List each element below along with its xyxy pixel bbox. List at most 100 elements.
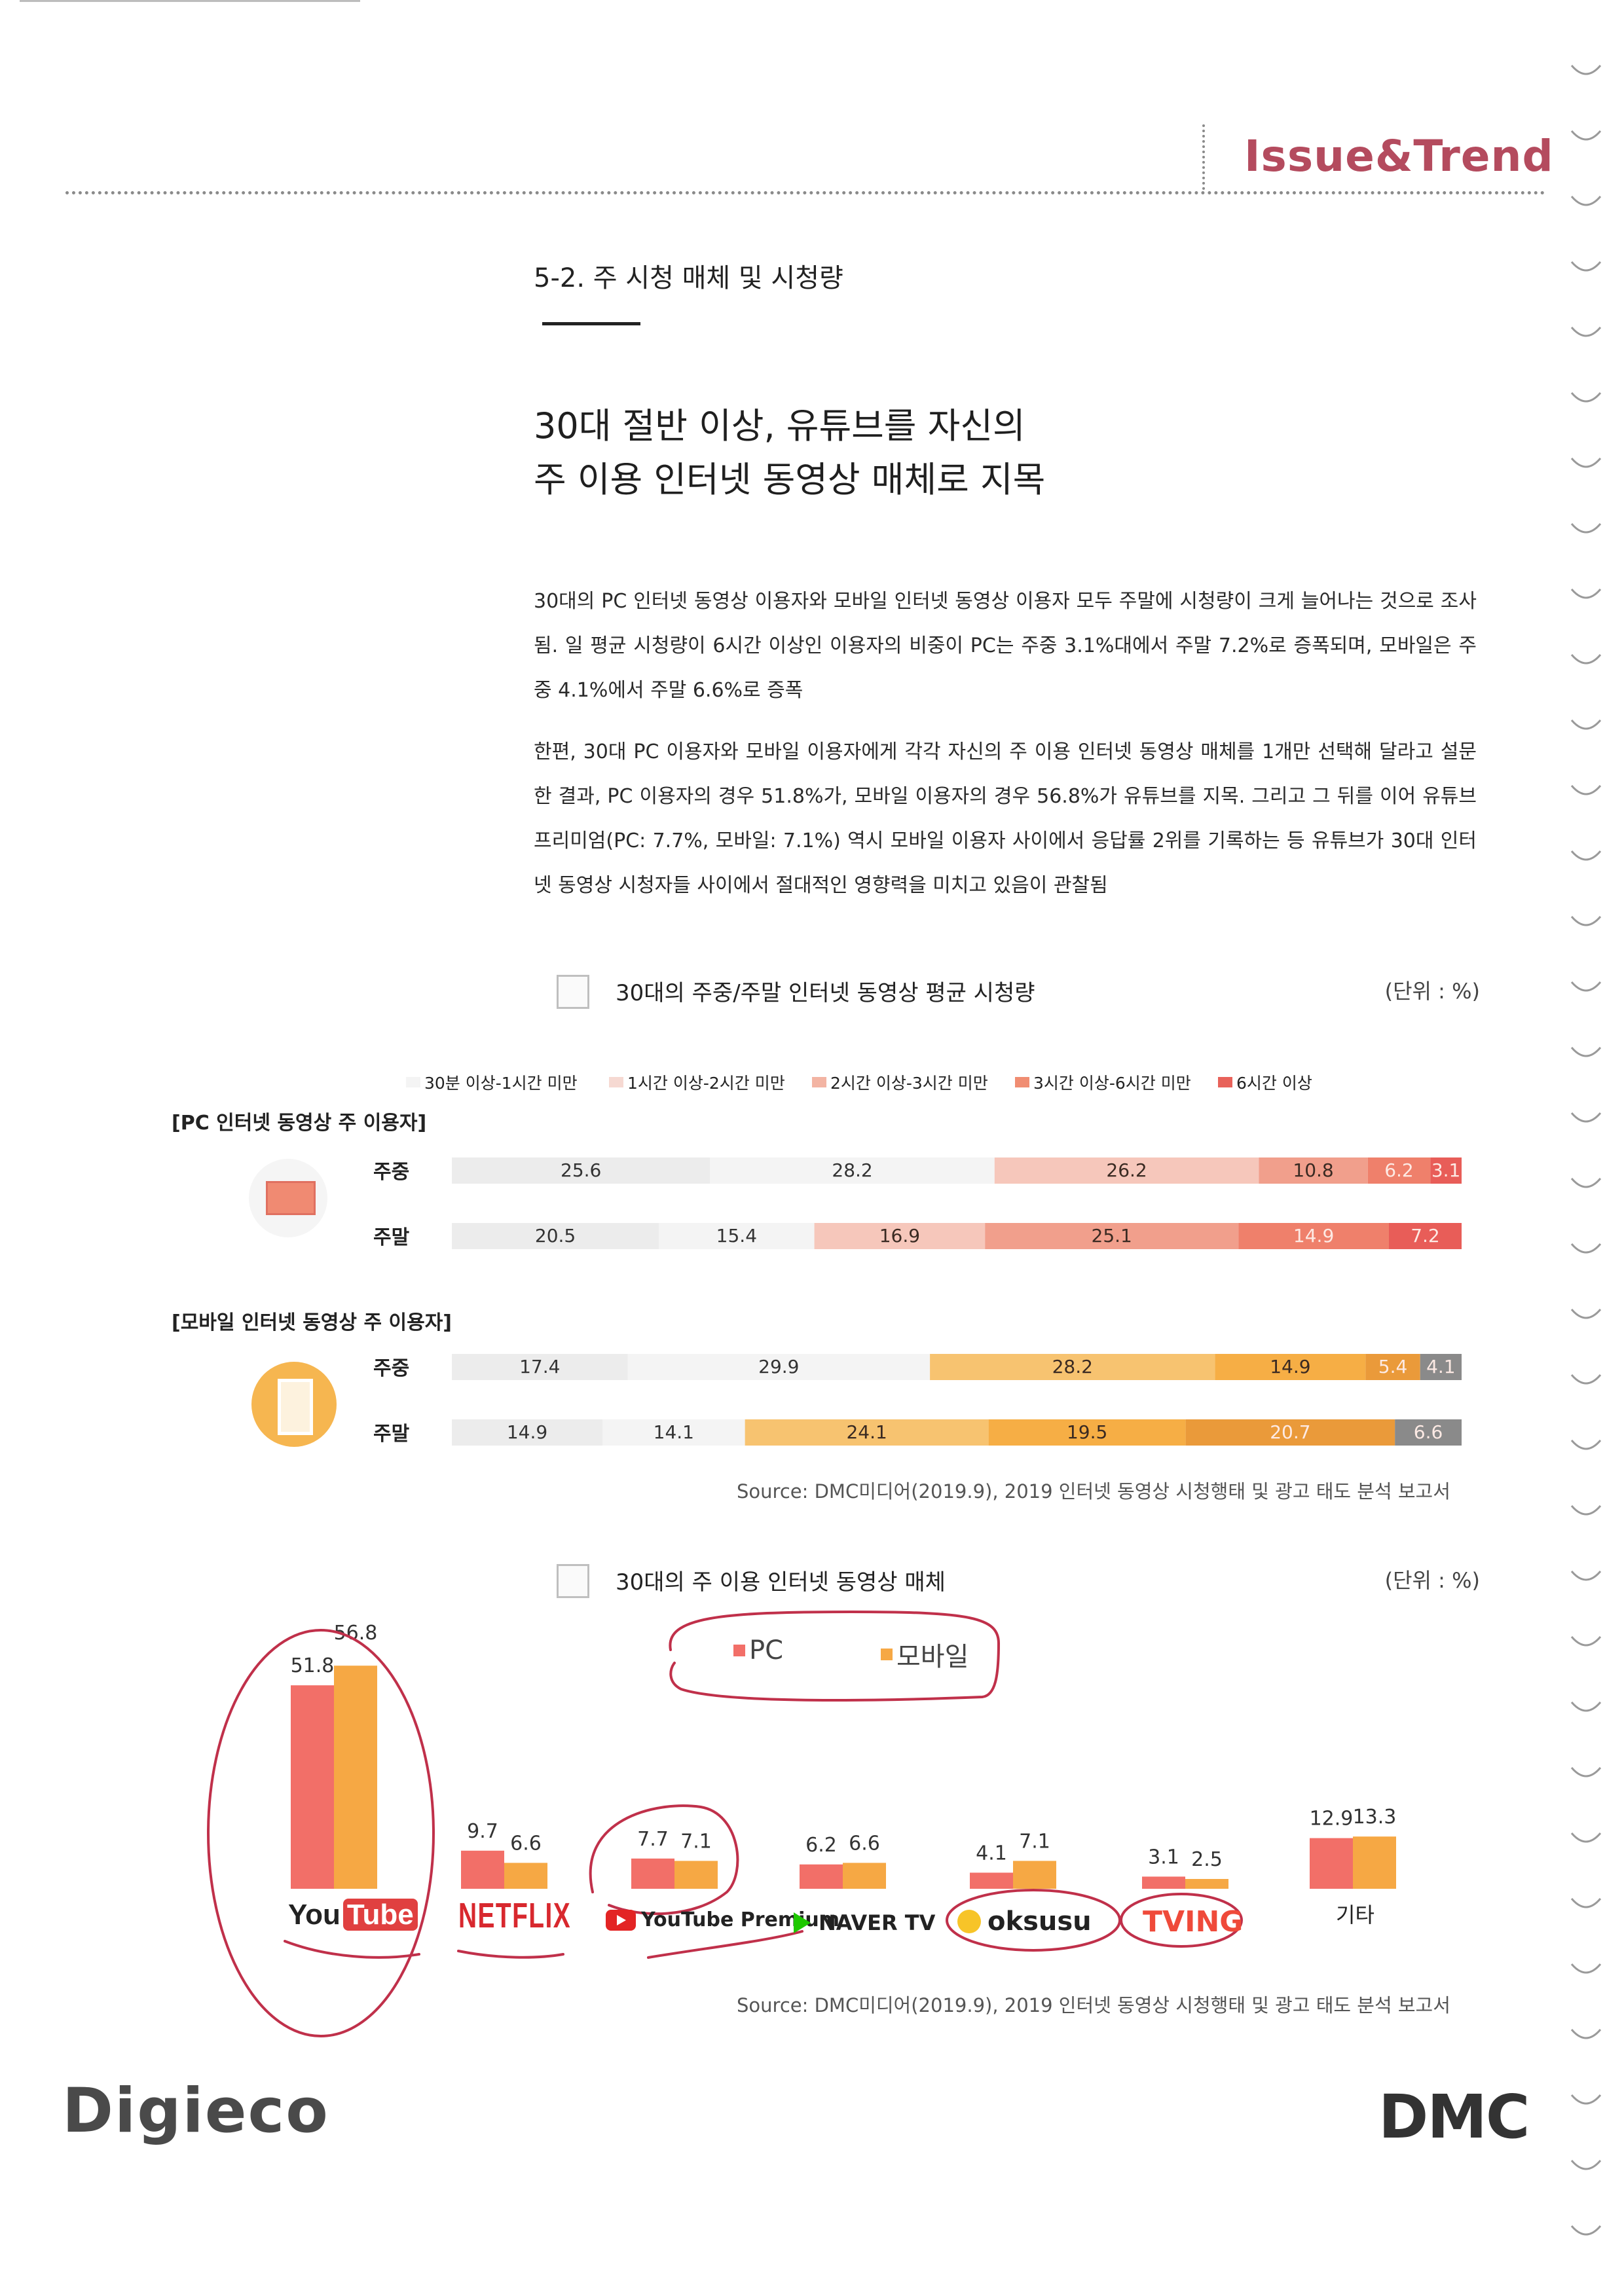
bar-value-label: 28.2 [1052, 1356, 1093, 1377]
chart-1-unit: (단위 : %) [1384, 979, 1480, 1004]
legend-label: 6시간 이상 [1236, 1074, 1312, 1093]
dmc-logo: DMC [1378, 2082, 1530, 2152]
play-icon [606, 1909, 636, 1931]
legend-label: 30분 이상-1시간 미만 [424, 1074, 578, 1093]
legend-item: 3시간 이상-6시간 미만 [1015, 1070, 1191, 1094]
stacked-bar-segment [1388, 1223, 1462, 1249]
legend-swatch [881, 1649, 893, 1660]
bar [334, 1666, 377, 1889]
bar-value-label: 6.2 [805, 1834, 837, 1857]
stacked-bar-segment [1238, 1223, 1389, 1249]
header-dotted-rule [65, 191, 1545, 194]
binding-hole-mark [1570, 589, 1602, 599]
bar-value-label: 28.2 [832, 1159, 872, 1181]
stacked-bar-segment [1259, 1157, 1368, 1184]
chart-icon [557, 975, 589, 1009]
bar [291, 1685, 334, 1889]
stacked-bar-segment [1365, 1354, 1420, 1380]
bar-value-label: 19.5 [1067, 1421, 1107, 1443]
bar-value-label: 3.1 [1431, 1159, 1461, 1181]
stacked-bar-segment [745, 1419, 989, 1446]
binding-hole-mark [1570, 1832, 1602, 1843]
paragraph: 30대의 PC 인터넷 동영상 이용자와 모바일 인터넷 동영상 이용자 모두 … [534, 590, 1477, 702]
etc-label: 기타 [1336, 1903, 1375, 1927]
stacked-bar-segment [452, 1354, 628, 1380]
bar-value-label: 7.2 [1411, 1225, 1440, 1247]
monitor-icon [249, 1159, 327, 1237]
youtube-logo: You Tube [288, 1899, 418, 1931]
digieco-logo: Digieco [62, 2075, 329, 2147]
legend-label: 2시간 이상-3시간 미만 [830, 1074, 988, 1093]
bar-value-label: 4.1 [976, 1842, 1007, 1865]
legend-item: 2시간 이상-3시간 미만 [812, 1070, 988, 1094]
bar-value-label: 9.7 [467, 1820, 498, 1843]
chart-2-legend: PC 모바일 [674, 1617, 1002, 1696]
bar [843, 1863, 886, 1889]
legend-swatch [1218, 1077, 1232, 1087]
legend-label: 3시간 이상-6시간 미만 [1033, 1074, 1191, 1093]
binding-hole-mark [1570, 1112, 1602, 1123]
stacked-bar-segment [994, 1157, 1259, 1184]
youtube-logo-you: You [288, 1899, 341, 1931]
bar [674, 1861, 718, 1889]
bar-value-label: 14.1 [654, 1421, 694, 1443]
group-label-pc: [PC 인터넷 동영상 주 이용자] [172, 1112, 427, 1135]
bar-value-label: 20.5 [535, 1225, 576, 1247]
row-label: 주말 [373, 1226, 410, 1249]
main-title: 30대 절반 이상, 유튜브를 자신의 주 이용 인터넷 동영상 매체로 지목 [534, 399, 1045, 507]
binding-hole-mark [1570, 130, 1602, 141]
main-title-line: 30대 절반 이상, 유튜브를 자신의 [534, 405, 1025, 446]
legend-item: 1시간 이상-2시간 미만 [609, 1070, 785, 1094]
tving-logo: TVING [1143, 1905, 1244, 1939]
bar-value-label: 7.1 [680, 1830, 712, 1853]
bar-value-label: 6.6 [849, 1832, 880, 1855]
bar-value-label: 24.1 [846, 1421, 887, 1443]
binding-hole-mark [1570, 1702, 1602, 1712]
binding-hole-mark [1570, 2225, 1602, 2236]
oksusu-mascot-icon [957, 1910, 981, 1933]
binding-hole-mark [1570, 1243, 1602, 1254]
legend-swatch [609, 1077, 623, 1087]
binding-hole-mark [1570, 654, 1602, 665]
mobile-phone-icon [251, 1362, 337, 1447]
brand-title: Issue&Trend [1244, 131, 1554, 181]
bar-value-label: 14.9 [1293, 1225, 1334, 1247]
stacked-bar-segment [1215, 1354, 1366, 1380]
binding-hole-mark [1570, 392, 1602, 403]
chart-icon [557, 1564, 589, 1598]
oksusu-logo: oksusu [957, 1906, 1092, 1937]
bar [1310, 1838, 1353, 1889]
bar-value-label: 29.9 [758, 1356, 799, 1377]
binding-hole-mark [1570, 2094, 1602, 2105]
pen-underline-annotation [647, 1930, 803, 1959]
binding-hole-mark [1570, 523, 1602, 534]
oksusu-label: oksusu [987, 1906, 1092, 1937]
binding-hole-mark [1570, 1309, 1602, 1319]
stacked-bar-segment [1395, 1419, 1462, 1446]
chart-2-unit: (단위 : %) [1384, 1568, 1480, 1593]
row-label: 주중 [373, 1357, 410, 1380]
pen-circle-annotation [207, 1629, 435, 2037]
pen-circle-annotation [589, 1804, 739, 1916]
bar-value-label: 12.9 [1310, 1808, 1354, 1831]
bar-value-label: 4.1 [1426, 1356, 1456, 1377]
binding-hole-mark [1570, 2160, 1602, 2170]
stacked-bar-segment [1420, 1354, 1462, 1380]
pen-underline-annotation [457, 1950, 564, 1959]
chart-2-title-row: 30대의 주 이용 인터넷 동영상 매체 (단위 : %) [557, 1561, 1480, 1601]
binding-hole-mark [1570, 720, 1602, 730]
stacked-bar-segment [452, 1223, 659, 1249]
bar-value-label: 2.5 [1191, 1848, 1223, 1871]
legend-swatch [406, 1077, 420, 1087]
bar-value-label: 6.2 [1384, 1159, 1414, 1181]
legend-label: 1시간 이상-2시간 미만 [627, 1074, 785, 1093]
bar-value-label: 20.7 [1270, 1421, 1310, 1443]
binding-hole-mark [1570, 261, 1602, 272]
binding-hole-mark [1570, 1571, 1602, 1581]
bar-value-label: 7.1 [1019, 1830, 1050, 1853]
bar [461, 1850, 504, 1889]
binding-hole-mark [1570, 1505, 1602, 1516]
binding-hole-mark [1570, 1636, 1602, 1647]
stacked-bar-segment [930, 1354, 1215, 1380]
binding-hole-mark [1570, 327, 1602, 337]
